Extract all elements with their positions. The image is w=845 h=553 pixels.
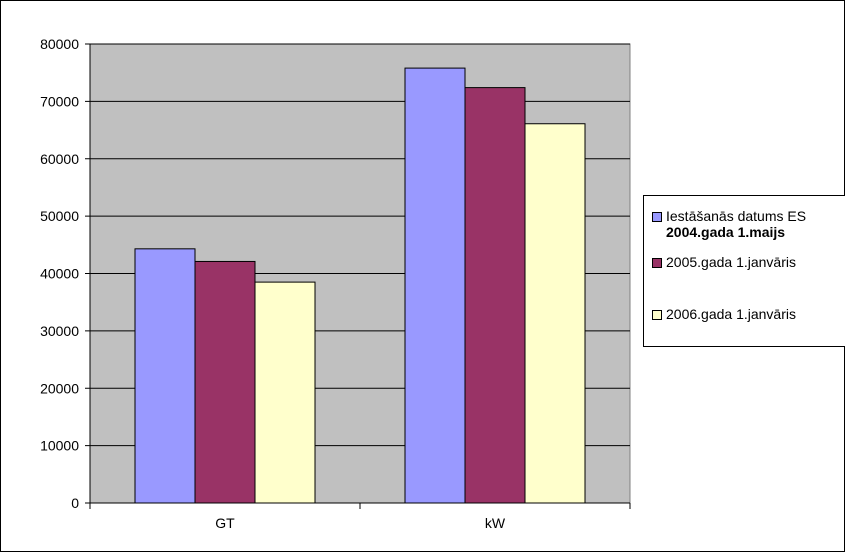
bar xyxy=(404,67,466,504)
y-tick-label: 30000 xyxy=(40,323,79,339)
bar xyxy=(194,260,256,504)
bar xyxy=(464,87,526,504)
y-tick-label: 50000 xyxy=(40,208,79,224)
legend-swatch-series-3 xyxy=(652,310,662,320)
chart-legend: Iestāšanās datums ES 2004.gada 1.maijs 2… xyxy=(643,195,845,347)
bar xyxy=(134,248,196,504)
x-tick-label: GT xyxy=(215,515,235,531)
y-tick-label: 40000 xyxy=(40,266,79,282)
legend-swatch-series-2 xyxy=(652,258,662,268)
x-tick-label: kW xyxy=(485,515,506,531)
y-tick-label: 10000 xyxy=(40,438,79,454)
bar xyxy=(254,281,316,504)
y-tick-label: 60000 xyxy=(40,151,79,167)
legend-entry-series-1: Iestāšanās datums ES 2004.gada 1.maijs xyxy=(652,208,806,240)
legend-label-series-3: 2006.gada 1.janvāris xyxy=(666,306,796,322)
legend-entry-series-3: 2006.gada 1.janvāris xyxy=(652,306,796,322)
y-tick-label: 80000 xyxy=(40,36,79,52)
legend-swatch-series-1 xyxy=(652,212,662,222)
bar xyxy=(524,123,586,504)
y-tick-label: 20000 xyxy=(40,380,79,396)
legend-entry-series-2: 2005.gada 1.janvāris xyxy=(652,254,796,270)
legend-label-series-1-line2: 2004.gada 1.maijs xyxy=(666,224,786,240)
y-tick-label: 0 xyxy=(71,495,79,511)
legend-label-series-1: Iestāšanās datums ES xyxy=(666,208,807,224)
y-tick-label: 70000 xyxy=(40,93,79,109)
legend-label-series-2: 2005.gada 1.janvāris xyxy=(666,254,796,270)
